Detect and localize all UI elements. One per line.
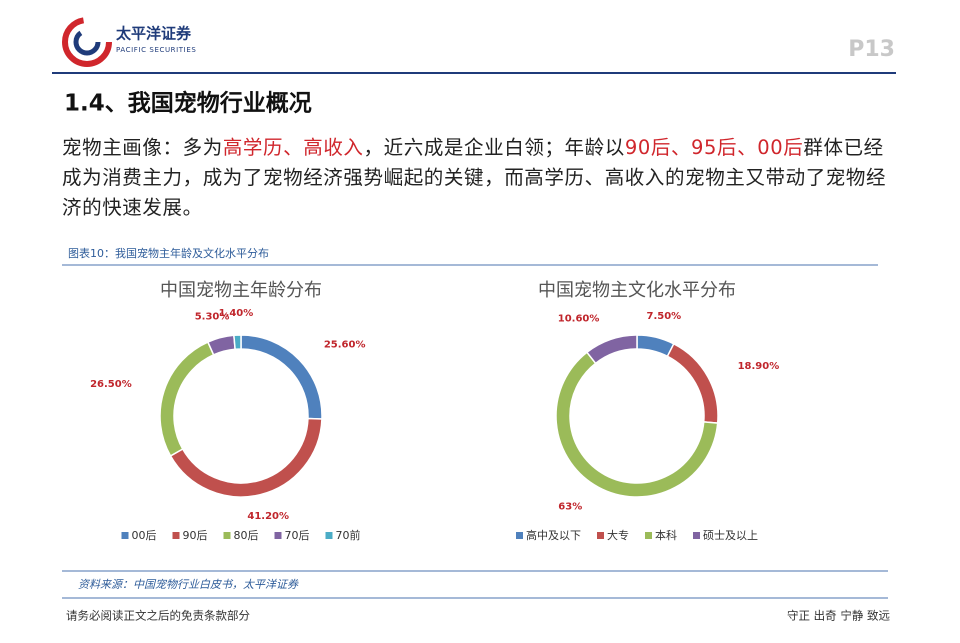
footer-left: 请务必阅读正文之后的免责条款部分 (66, 609, 250, 623)
data-label: 7.50% (646, 311, 681, 322)
legend-label: 本科 (655, 528, 677, 542)
chart-title: 中国宠物主文化水平分布 (538, 280, 736, 301)
data-label: 26.50% (90, 379, 132, 390)
legend-swatch (645, 532, 652, 539)
legend-label: 90后 (183, 529, 208, 542)
legend-swatch (693, 532, 700, 539)
slice (585, 334, 638, 365)
slice (240, 334, 323, 420)
data-label: 18.90% (738, 361, 780, 372)
footer-right: 守正 出奇 宁静 致远 (787, 609, 890, 623)
legend-swatch (121, 532, 129, 539)
data-label: 41.20% (247, 511, 289, 522)
slice (233, 334, 242, 351)
logo-ring (62, 17, 112, 67)
brand-en: PACIFIC SECURITIES (116, 46, 196, 54)
data-label: 1.40% (219, 308, 254, 319)
body-text: ，近六成是企业白领；年龄以 (363, 136, 625, 159)
chart-title: 中国宠物主年龄分布 (160, 280, 322, 301)
legend-swatch (274, 532, 282, 539)
slice (206, 334, 236, 356)
charts: 中国宠物主年龄分布 25.60% 41.20% 26.50% 5.30%1.40% 00后… (90, 280, 779, 542)
slice (159, 341, 215, 457)
source: 资料来源：中国宠物行业白皮书，太平洋证券 (78, 578, 299, 591)
body-paragraph: 宠物主画像：多为高学历、高收入，近六成是企业白领；年龄以90后、95后、00后群… (62, 133, 892, 223)
legend-swatch (325, 532, 333, 539)
legend-swatch (516, 532, 523, 539)
brand: 太平洋证券 (116, 25, 192, 43)
highlight-text: 高学历、高收入 (222, 136, 364, 159)
legend-label: 硕士及以上 (703, 529, 758, 542)
legend-label: 00后 (132, 529, 157, 542)
figure-caption: 图表10：我国宠物主年龄及文化水平分布 (68, 246, 269, 260)
legend-label: 大专 (607, 528, 629, 542)
legend-swatch (172, 532, 180, 539)
highlight-text: 90后、95后、00后 (624, 136, 804, 159)
body-text: 宠物主画像：多为 (62, 136, 223, 159)
legend-swatch (597, 532, 604, 539)
legend-label: 70前 (336, 528, 361, 542)
logo-inner (73, 28, 101, 56)
page-number: P13 (848, 37, 895, 62)
data-label: 10.60% (558, 314, 600, 325)
legend-label: 高中及以下 (526, 528, 581, 542)
slice (169, 417, 323, 498)
section-title: 1.4、我国宠物行业概况 (64, 90, 312, 117)
legend: 高中及以下 大专 本科 硕士及以上 (516, 528, 758, 542)
data-label: 63% (558, 502, 582, 513)
logo (62, 17, 112, 67)
data-label: 25.60% (324, 340, 366, 351)
body-text: 群体已经成为消费主力，成为了宠物经济强势崛起的关键，而高学历、高收入的宠物主又带… (62, 136, 887, 219)
legend-swatch (223, 532, 231, 539)
data-label: 5.30% (195, 311, 230, 322)
legend-label: 70后 (285, 529, 310, 542)
legend-label: 80后 (234, 529, 259, 542)
slice (666, 342, 719, 424)
legend: 00后 90后 80后 70后 70前 (121, 528, 361, 542)
